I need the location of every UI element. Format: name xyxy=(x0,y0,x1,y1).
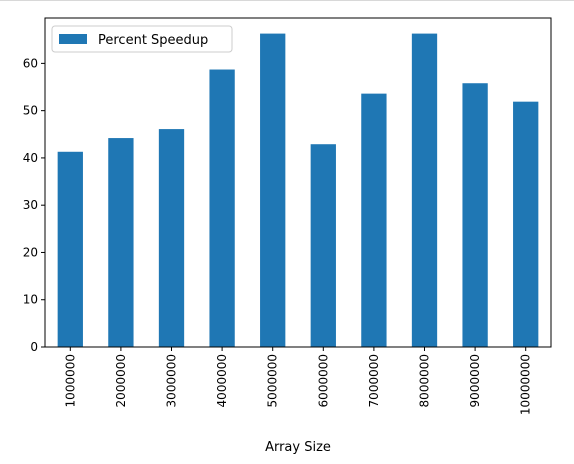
bar-8000000 xyxy=(411,33,438,348)
legend-box xyxy=(51,25,233,53)
bars-group xyxy=(57,33,539,348)
y-tick-label: 0 xyxy=(30,340,38,354)
x-tick-label: 7000000 xyxy=(367,354,381,407)
bar-9000000 xyxy=(462,83,488,347)
x-tick-label: 10000000 xyxy=(519,354,533,415)
y-tick-label: 10 xyxy=(23,293,38,307)
x-tick-label: 8000000 xyxy=(418,354,432,407)
axes-frame xyxy=(44,17,552,348)
y-tick-label: 30 xyxy=(23,198,38,212)
y-axis-ticks: 0 10 20 30 40 50 60 xyxy=(23,56,45,354)
top-divider xyxy=(0,0,574,1)
y-tick-label: 50 xyxy=(23,104,38,118)
x-tick-label: 5000000 xyxy=(266,354,280,407)
x-tick-label: 3000000 xyxy=(165,354,179,407)
x-axis-ticks: 1000000 2000000 3000000 4000000 5000000 60000… xyxy=(63,347,533,415)
bar-6000000 xyxy=(310,144,336,347)
bar-5000000 xyxy=(260,33,286,348)
x-axis-label: Array Size xyxy=(265,440,331,455)
y-tick-label: 60 xyxy=(23,56,38,70)
bar-2000000 xyxy=(108,138,134,347)
bar-1000000 xyxy=(57,151,83,347)
x-tick-label: 6000000 xyxy=(316,354,330,407)
x-tick-label: 2000000 xyxy=(114,354,128,407)
bar-10000000 xyxy=(513,101,539,347)
x-tick-label: 4000000 xyxy=(215,354,229,407)
legend-swatch xyxy=(59,34,87,44)
legend-label: Percent Speedup xyxy=(98,33,208,48)
bar-4000000 xyxy=(209,69,235,348)
bar-7000000 xyxy=(361,93,387,347)
x-tick-label: 9000000 xyxy=(468,354,482,407)
y-tick-label: 20 xyxy=(23,245,38,259)
bar-3000000 xyxy=(158,129,185,347)
x-tick-label: 1000000 xyxy=(63,354,77,407)
y-tick-label: 40 xyxy=(23,151,38,165)
legend: Percent Speedup xyxy=(51,25,233,53)
